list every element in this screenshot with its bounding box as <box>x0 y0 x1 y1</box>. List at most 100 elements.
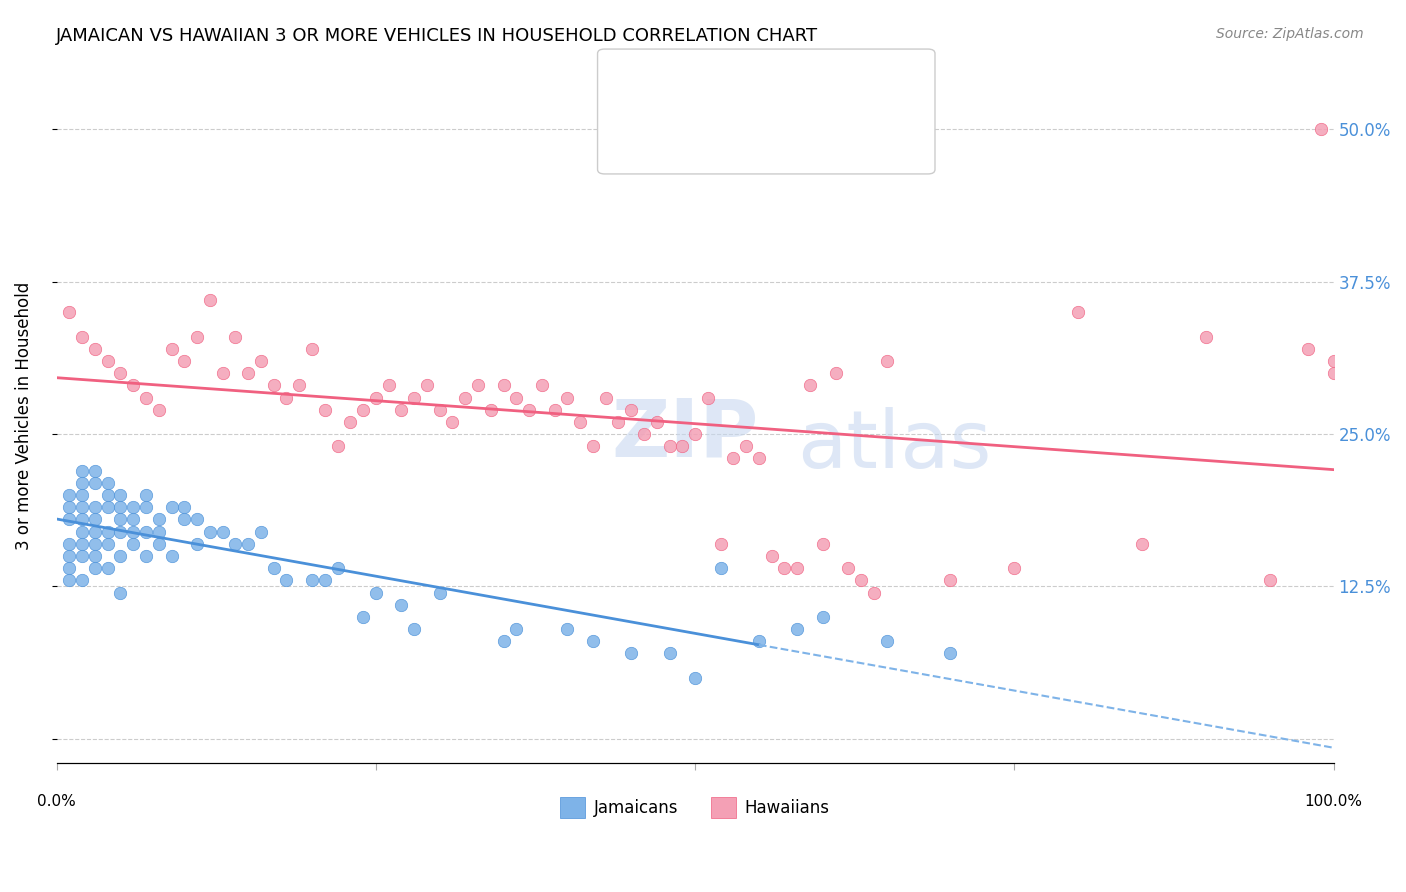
Point <box>97 561 120 575</box>
Point <box>748 634 770 648</box>
Point <box>198 524 221 539</box>
Point <box>339 415 361 429</box>
Point <box>84 524 107 539</box>
Point <box>876 354 898 368</box>
Point <box>569 415 592 429</box>
Point <box>505 391 527 405</box>
Point <box>276 574 298 588</box>
Point <box>595 391 617 405</box>
Point <box>110 500 132 515</box>
Point <box>710 561 733 575</box>
Point <box>211 524 233 539</box>
Point <box>70 574 93 588</box>
Point <box>620 647 643 661</box>
Point <box>849 574 872 588</box>
Point <box>110 549 132 563</box>
Point <box>773 561 796 575</box>
Point <box>84 549 107 563</box>
Point <box>939 647 962 661</box>
Point <box>301 342 323 356</box>
Text: 0.0%: 0.0% <box>37 794 76 808</box>
Point <box>429 585 451 599</box>
Point <box>377 378 399 392</box>
Point <box>633 427 655 442</box>
Point <box>122 512 145 526</box>
Point <box>122 378 145 392</box>
Point <box>404 391 426 405</box>
Point <box>58 500 80 515</box>
Point <box>135 488 157 502</box>
Point <box>824 366 846 380</box>
Point <box>314 402 336 417</box>
Point <box>224 537 246 551</box>
Point <box>148 537 170 551</box>
Point <box>84 561 107 575</box>
Text: 0.117: 0.117 <box>727 126 792 144</box>
Point <box>276 391 298 405</box>
Point <box>658 439 681 453</box>
Point <box>211 366 233 380</box>
Point <box>557 391 579 405</box>
Y-axis label: 3 or more Vehicles in Household: 3 or more Vehicles in Household <box>15 282 32 550</box>
Point <box>492 378 515 392</box>
Point <box>160 549 183 563</box>
Point <box>441 415 464 429</box>
Point <box>186 537 208 551</box>
Point <box>97 475 120 490</box>
Point <box>70 549 93 563</box>
FancyBboxPatch shape <box>621 117 659 154</box>
Point <box>84 500 107 515</box>
Point <box>505 622 527 636</box>
Point <box>582 439 605 453</box>
Point <box>110 488 132 502</box>
Text: R =: R = <box>671 79 707 97</box>
Point <box>236 366 259 380</box>
Point <box>70 524 93 539</box>
Point <box>364 391 387 405</box>
Text: 75: 75 <box>872 126 896 144</box>
Point <box>97 537 120 551</box>
Point <box>389 402 412 417</box>
Point <box>837 561 859 575</box>
Point <box>160 500 183 515</box>
Point <box>710 537 733 551</box>
Point <box>671 439 693 453</box>
Point <box>786 622 808 636</box>
Point <box>58 561 80 575</box>
Point <box>97 354 120 368</box>
Point <box>198 293 221 307</box>
Point <box>84 475 107 490</box>
Point <box>58 488 80 502</box>
Point <box>1322 354 1344 368</box>
Point <box>186 329 208 343</box>
Point <box>173 500 195 515</box>
Point <box>148 524 170 539</box>
Point <box>786 561 808 575</box>
Point <box>645 415 668 429</box>
Point <box>748 451 770 466</box>
Point <box>288 378 311 392</box>
Point <box>173 512 195 526</box>
Point <box>84 464 107 478</box>
Text: JAMAICAN VS HAWAIIAN 3 OR MORE VEHICLES IN HOUSEHOLD CORRELATION CHART: JAMAICAN VS HAWAIIAN 3 OR MORE VEHICLES … <box>56 27 818 45</box>
Point <box>352 402 374 417</box>
Point <box>97 500 120 515</box>
Point <box>135 391 157 405</box>
Legend: Jamaicans, Hawaiians: Jamaicans, Hawaiians <box>554 790 837 824</box>
Point <box>607 415 630 429</box>
Point <box>326 561 349 575</box>
Point <box>135 524 157 539</box>
Point <box>723 451 745 466</box>
Point <box>70 464 93 478</box>
Point <box>224 329 246 343</box>
Point <box>1309 122 1331 136</box>
Point <box>517 402 540 417</box>
Point <box>1195 329 1218 343</box>
Point <box>939 574 962 588</box>
Point <box>263 378 285 392</box>
Point <box>84 512 107 526</box>
Point <box>110 524 132 539</box>
Point <box>1067 305 1090 319</box>
Point <box>620 402 643 417</box>
Point <box>148 512 170 526</box>
